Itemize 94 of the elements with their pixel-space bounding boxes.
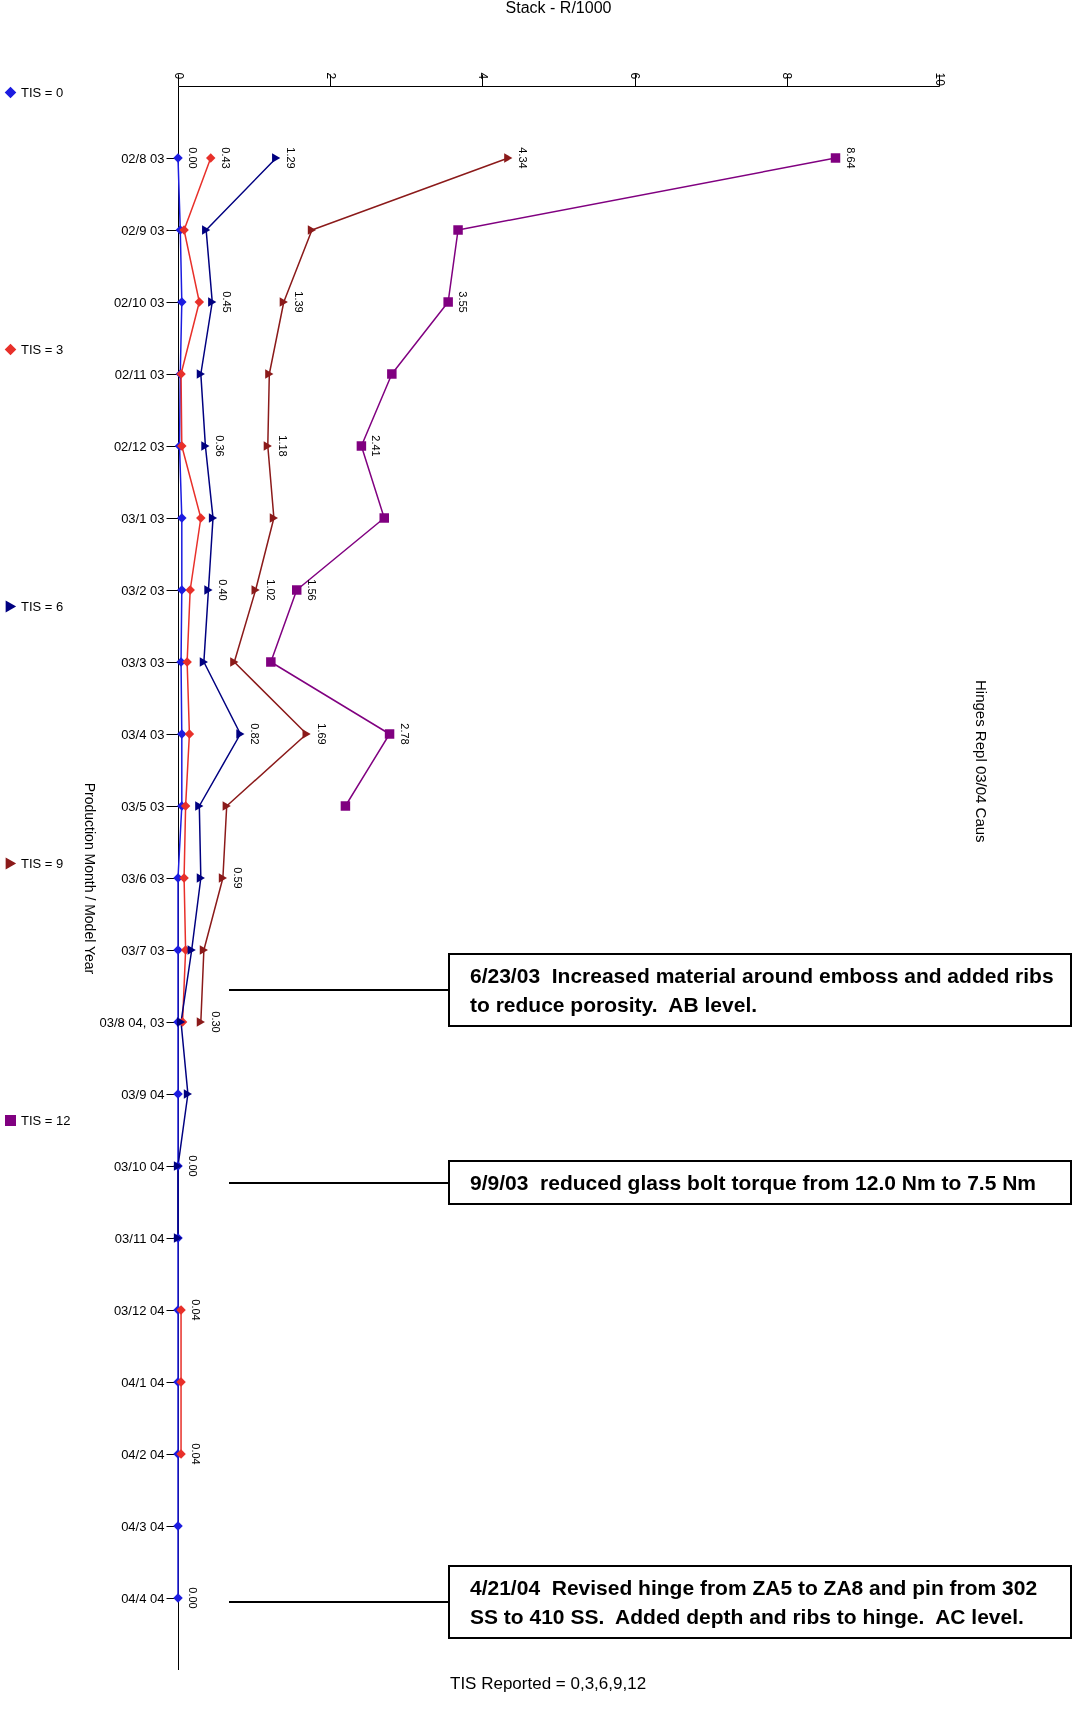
point: [279, 297, 288, 307]
point: [208, 513, 218, 523]
point: [443, 297, 453, 307]
point: [183, 1089, 192, 1099]
point: [504, 153, 513, 163]
y-tick-label: 03/2 03: [121, 582, 165, 598]
y-tick-label: 03/3 03: [121, 654, 165, 670]
y-tick-label: 04/1 04: [121, 1374, 165, 1390]
point: [184, 729, 195, 739]
data-label: 0.30: [209, 1011, 222, 1033]
data-label: 0.00: [187, 1155, 199, 1177]
data-label: 0.43: [219, 147, 232, 169]
point: [236, 729, 245, 739]
data-label: 0.04: [190, 1299, 203, 1321]
y-tick-label: 03/4 03: [121, 726, 165, 742]
point: [196, 1017, 205, 1027]
data-label: 1.69: [315, 723, 328, 745]
y-tick-label: 04/4 04: [121, 1590, 165, 1606]
point: [199, 657, 208, 667]
data-label: 2.78: [398, 723, 411, 745]
x-tick-label: 6: [628, 72, 643, 80]
data-label: 0.00: [187, 1587, 199, 1609]
legend-label: TIS = 9: [21, 855, 64, 871]
point: [202, 225, 211, 235]
y-axis-title: Production Month / Model Year: [81, 782, 98, 975]
data-label: 0.59: [231, 867, 244, 889]
point: [196, 873, 205, 883]
point: [356, 441, 367, 451]
y-tick-label: 03/5 03: [121, 798, 165, 814]
text: Hinges Repl 03/04 Caus: [973, 680, 990, 843]
y-tick-label: 02/10 03: [113, 294, 165, 310]
y-tick-label: 02/9 03: [121, 222, 165, 238]
data-label: 1.39: [292, 291, 305, 313]
y-tick-label: 02/11 03: [114, 366, 165, 382]
point: [199, 945, 208, 955]
point: [291, 585, 302, 595]
point: [830, 153, 841, 163]
y-tick-label: 04/2 04: [121, 1446, 165, 1462]
y-tick-label: 03/1 03: [121, 510, 165, 526]
point: [379, 513, 389, 523]
point: [208, 297, 217, 307]
point: [195, 801, 204, 811]
x-tick-label: 4: [475, 72, 490, 80]
note-box: 9/9/03 reduced glass bolt torque from 12.0 Nm to 7.5 Nm: [448, 1160, 1072, 1205]
point: [204, 585, 213, 595]
data-label: 1.02: [264, 579, 277, 601]
text: TIS Reported = 0,3,6,9,12: [450, 1674, 647, 1694]
data-label: 1.29: [285, 147, 298, 169]
point: [272, 153, 281, 163]
data-label: 3.55: [457, 291, 470, 313]
data-label: 8.64: [844, 147, 857, 169]
note-box: 4/21/04 Revised hinge from ZA5 to ZA8 and pin from 302 SS to 410 SS. Added depth and ribs to hinge. AC level.: [448, 1565, 1072, 1639]
y-tick-label: 03/7 03: [121, 942, 165, 958]
data-label: 0.45: [221, 291, 234, 313]
point: [230, 657, 239, 667]
point: [263, 441, 272, 451]
data-label: 0.36: [214, 435, 227, 457]
point: [218, 873, 228, 883]
chart-title: Stack - R/1000: [505, 0, 612, 16]
data-label: 1.18: [276, 435, 289, 457]
point: [269, 513, 278, 523]
data-label: 0.82: [249, 723, 262, 745]
y-tick-label: 03/8 04, 03: [99, 1014, 165, 1030]
legend-label: TIS = 0: [21, 84, 64, 100]
point: [265, 369, 274, 379]
note-box: 6/23/03 Increased material around emboss and added ribs to reduce porosity. AB level.: [448, 953, 1072, 1027]
y-tick-label: 02/12 03: [113, 438, 165, 454]
point: [340, 801, 351, 811]
point: [266, 657, 276, 667]
point: [180, 801, 191, 811]
y-tick-label: 03/11 04: [114, 1230, 165, 1246]
point: [453, 225, 463, 235]
point: [205, 153, 216, 163]
data-label: 4.34: [517, 147, 530, 169]
y-tick-label: 04/3 04: [121, 1518, 165, 1534]
y-tick-label: 03/10 04: [113, 1158, 165, 1174]
point: [194, 297, 205, 307]
point: [196, 369, 205, 379]
y-tick-label: 03/9 04: [121, 1086, 165, 1102]
legend-label: TIS = 6: [21, 598, 64, 614]
data-label: 2.41: [370, 435, 383, 457]
y-tick-label: 02/8 03: [121, 150, 165, 166]
point: [307, 225, 317, 235]
data-label: 0.04: [190, 1443, 203, 1465]
data-label: 0.40: [217, 579, 230, 601]
legend-label: TIS = 3: [21, 341, 64, 357]
y-tick-label: 03/12 04: [113, 1302, 165, 1318]
y-tick-label: 03/6 03: [121, 870, 165, 886]
legend-label: TIS = 12: [21, 1112, 71, 1128]
data-label: 0.00: [187, 147, 199, 169]
point: [387, 369, 397, 379]
point: [201, 441, 210, 451]
point: [384, 729, 395, 739]
data-label: 1.56: [305, 579, 318, 601]
